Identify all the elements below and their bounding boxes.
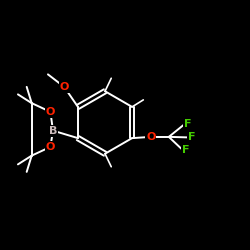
Text: B: B (49, 126, 57, 136)
Text: O: O (146, 132, 156, 142)
Text: F: F (184, 120, 191, 130)
Text: O: O (60, 82, 69, 92)
Text: F: F (188, 132, 195, 142)
Text: O: O (46, 107, 55, 117)
Text: F: F (182, 145, 189, 155)
Text: O: O (46, 142, 55, 152)
